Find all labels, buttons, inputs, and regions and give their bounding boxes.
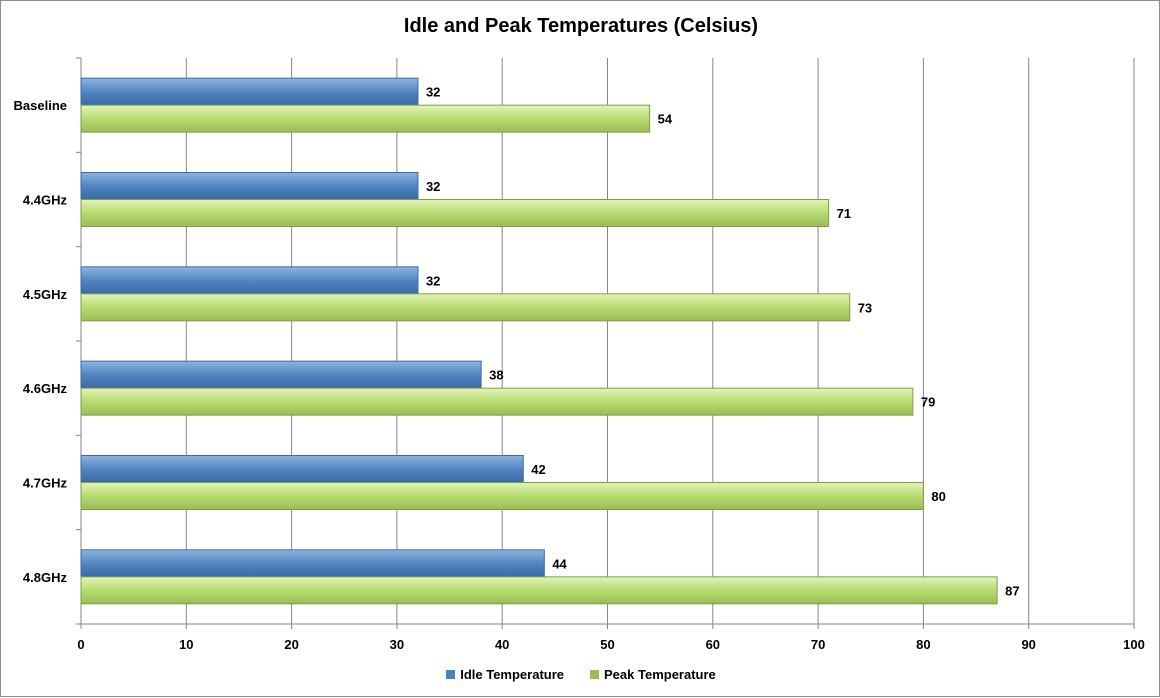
bar-peak-4 [80, 482, 924, 510]
x-tick-label-50: 50 [600, 637, 614, 652]
bar-peak-3 [80, 387, 914, 416]
x-tick-label-70: 70 [811, 637, 825, 652]
x-tick-label-20: 20 [284, 637, 298, 652]
bar-idle-3 [80, 360, 482, 389]
category-label-4: 4.7GHz [23, 476, 68, 491]
category-label-3: 4.6GHz [23, 381, 68, 396]
bar-peak-1 [80, 199, 830, 227]
legend-swatch-idle [446, 670, 456, 679]
category-label-1: 4.4GHz [23, 193, 68, 208]
data-label-idle-1: 32 [426, 179, 440, 194]
data-label-idle-4: 42 [531, 462, 545, 477]
data-label-idle-0: 32 [426, 85, 440, 100]
bar-peak-0 [80, 104, 651, 133]
bar-peak-2 [80, 293, 851, 322]
category-label-0: Baseline [14, 98, 67, 113]
data-label-idle-2: 32 [426, 273, 440, 288]
data-label-peak-4: 80 [931, 489, 945, 504]
x-tick-label-80: 80 [916, 637, 930, 652]
bar-idle-1 [80, 172, 419, 200]
data-label-idle-5: 44 [552, 556, 567, 571]
x-tick-label-90: 90 [1021, 637, 1035, 652]
legend-item-peak: Peak Temperature [590, 667, 716, 682]
legend: Idle Temperature Peak Temperature [1, 667, 1160, 682]
data-label-idle-3: 38 [489, 368, 503, 383]
x-tick-label-0: 0 [77, 637, 84, 652]
bar-idle-2 [80, 266, 419, 295]
chart-title: Idle and Peak Temperatures (Celsius) [403, 15, 759, 37]
bar-peak-5 [80, 576, 998, 605]
legend-label-idle: Idle Temperature [460, 667, 565, 682]
category-label-2: 4.5GHz [23, 287, 68, 302]
legend-label-peak: Peak Temperature [604, 667, 716, 682]
data-label-peak-5: 87 [1005, 583, 1019, 598]
data-label-peak-2: 73 [858, 300, 872, 315]
bar-idle-4 [80, 455, 524, 483]
data-label-peak-3: 79 [921, 395, 935, 410]
data-label-peak-1: 71 [837, 206, 851, 221]
x-tick-label-10: 10 [179, 637, 193, 652]
legend-item-idle: Idle Temperature [446, 667, 564, 682]
x-tick-label-60: 60 [706, 637, 720, 652]
category-label-5: 4.8GHz [23, 570, 68, 585]
x-tick-label-30: 30 [390, 637, 404, 652]
legend-swatch-peak [590, 670, 600, 679]
bar-idle-0 [80, 77, 419, 106]
bar-idle-5 [80, 549, 545, 578]
data-label-peak-0: 54 [658, 112, 673, 127]
x-tick-label-100: 100 [1123, 637, 1145, 652]
x-tick-label-40: 40 [495, 637, 509, 652]
